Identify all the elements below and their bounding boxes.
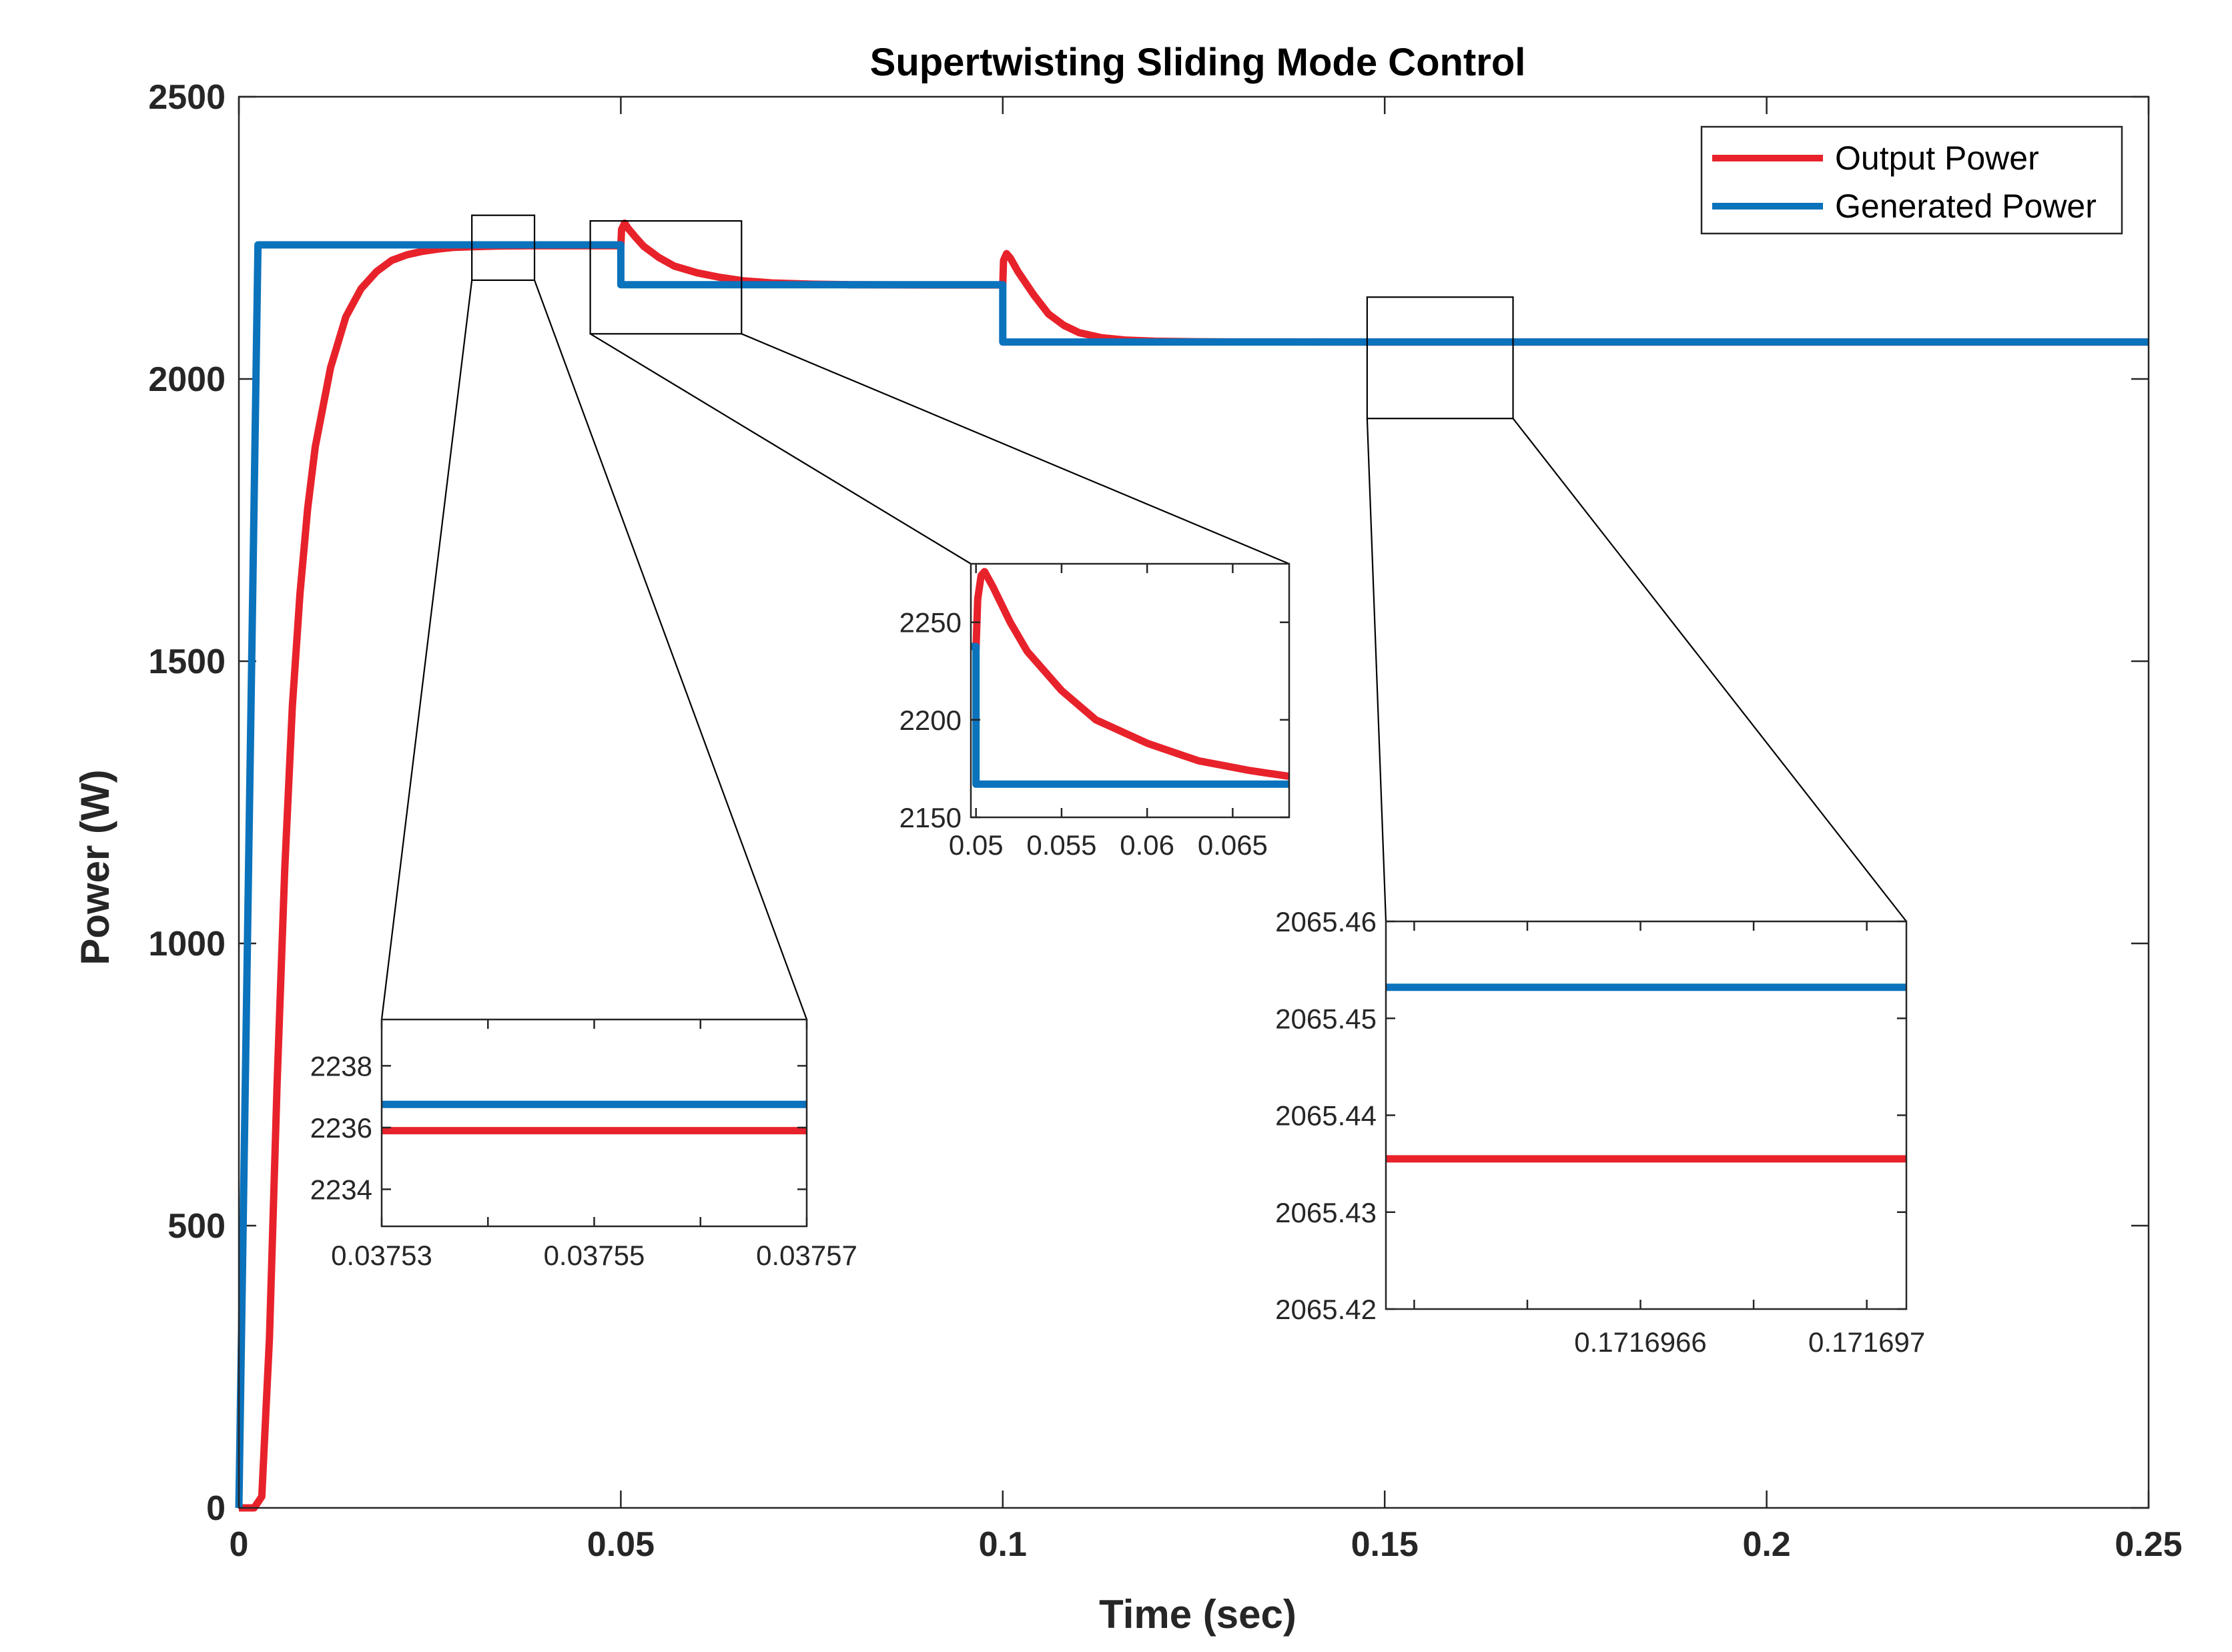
zoom-connectors xyxy=(380,214,1907,1020)
inset-frame xyxy=(1385,920,1908,1310)
inset-y-tick-label: 2200 xyxy=(899,705,962,736)
y-tick-label: 1000 xyxy=(148,925,226,963)
inset-plot-area xyxy=(971,568,1289,788)
zoom-connector-line xyxy=(590,333,972,564)
x-tick-label: 0.15 xyxy=(1351,1525,1419,1564)
zoom-source-box xyxy=(1366,296,1514,420)
zoom-connector-line xyxy=(1512,418,1907,922)
inset-series-line-output-power xyxy=(972,568,1289,781)
inset-series-line-generated-power xyxy=(971,643,1289,788)
inset-background xyxy=(382,1019,807,1226)
main-axes-ticks: 0 0.05 0.1 0.15 0.2 0.25 0 500 1000 1500 2000 2500 xyxy=(148,78,2182,1564)
inset-y-tick-label: 2234 xyxy=(310,1174,372,1205)
legend-label-generated-power: Generated Power xyxy=(1835,187,2097,225)
y-tick-label: 1500 xyxy=(148,643,226,681)
inset-y-tick-label: 2065.45 xyxy=(1275,1003,1377,1034)
inset-plot-area xyxy=(382,1100,807,1135)
inset-y-tick-label: 2065.42 xyxy=(1275,1294,1377,1325)
chart-title: Supertwisting Sliding Mode Control xyxy=(870,41,1526,84)
inset-zoom-3: 0.1716966 0.171697 2065.42 2065.43 2065.44 20… xyxy=(1275,906,1925,1358)
zoom-source-box xyxy=(589,220,743,335)
y-tick-label: 0 xyxy=(206,1489,226,1528)
inset-x-tick-label: 0.055 xyxy=(1026,829,1096,861)
inset-y-tick-label: 2065.46 xyxy=(1275,906,1377,937)
zoom-connector-line xyxy=(741,333,1290,565)
zoom-source-box xyxy=(471,214,536,282)
main-axes-frame xyxy=(238,95,2150,1509)
inset-y-tick-label: 2065.43 xyxy=(1275,1197,1377,1228)
x-tick-label: 0 xyxy=(230,1525,249,1564)
x-tick-label: 0.05 xyxy=(587,1525,655,1564)
series-line-generated-power xyxy=(235,241,2149,1509)
inset-frame xyxy=(970,562,1290,819)
series-line-output-power xyxy=(239,220,2149,1512)
zoom-connector-line xyxy=(1366,418,1387,922)
zoom-connector-line xyxy=(380,280,473,1020)
y-tick-label: 500 xyxy=(167,1207,226,1246)
inset-y-tick-label: 2238 xyxy=(310,1050,372,1082)
inset-x-tick-label: 0.03753 xyxy=(331,1240,432,1271)
inset-background xyxy=(971,564,1289,817)
legend-box xyxy=(1700,125,2123,235)
inset-y-tick-label: 2150 xyxy=(899,802,962,833)
y-tick-label: 2000 xyxy=(148,360,226,399)
zoom-connector-line xyxy=(534,280,808,1020)
main-plot-area xyxy=(235,220,2149,1512)
inset-x-tick-label: 0.171697 xyxy=(1808,1326,1925,1358)
x-axis-label: Time (sec) xyxy=(1099,1592,1296,1637)
inset-x-tick-label: 0.1716966 xyxy=(1574,1326,1707,1358)
inset-x-tick-label: 0.03757 xyxy=(756,1240,857,1271)
inset-frame xyxy=(380,1018,808,1228)
inset-x-tick-label: 0.06 xyxy=(1120,829,1174,861)
inset-x-tick-label: 0.065 xyxy=(1198,829,1268,861)
inset-plot-area xyxy=(1386,983,1906,1163)
inset-y-tick-label: 2236 xyxy=(310,1112,372,1144)
y-tick-label: 2500 xyxy=(148,78,226,117)
y-axis-label: Power (W) xyxy=(73,769,117,965)
x-tick-label: 0.25 xyxy=(2115,1525,2182,1564)
inset-x-tick-label: 0.05 xyxy=(949,829,1004,861)
legend-label-output-power: Output Power xyxy=(1835,139,2039,177)
x-tick-label: 0.2 xyxy=(1742,1525,1790,1564)
x-tick-label: 0.1 xyxy=(979,1525,1027,1564)
inset-x-tick-label: 0.03755 xyxy=(544,1240,645,1271)
inset-background xyxy=(1386,921,1906,1309)
inset-y-tick-label: 2250 xyxy=(899,607,962,639)
legend: Output Power Generated Power xyxy=(1700,125,2123,235)
inset-zoom-2: 0.05 0.055 0.06 0.065 2150 2200 2250 xyxy=(899,562,1290,861)
inset-zoom-1: 0.03753 0.03755 0.03757 2234 2236 2238 xyxy=(310,1018,857,1271)
inset-y-tick-label: 2065.44 xyxy=(1275,1100,1377,1132)
